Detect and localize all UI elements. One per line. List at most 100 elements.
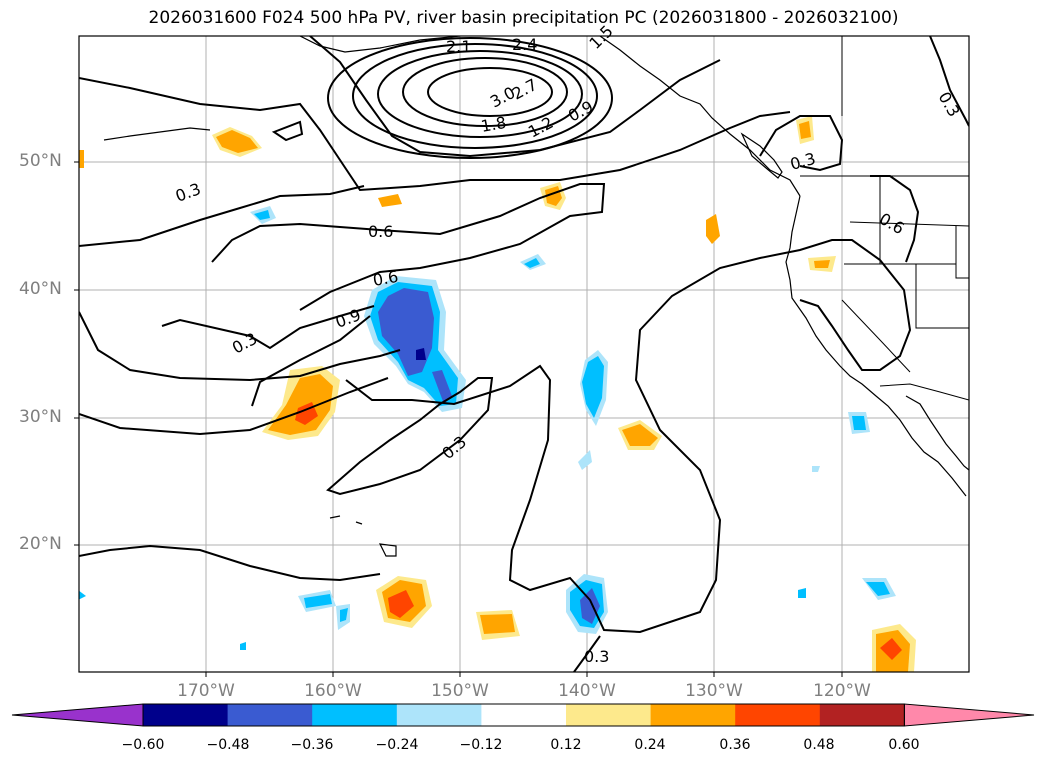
precip-blob: [706, 214, 720, 244]
pv-contour: [345, 239, 912, 634]
precip-blob: [880, 638, 902, 660]
vancouver-island: [740, 132, 783, 179]
aleutian-islands: [103, 127, 211, 141]
pv-contour: [161, 305, 375, 350]
gridlines: [79, 36, 969, 672]
precip-blob: [340, 608, 348, 622]
precip-blob: [254, 210, 270, 220]
pv-contour: [326, 377, 494, 496]
precip-blob: [480, 614, 515, 634]
colorbar-segment: [396, 704, 482, 726]
contour-label: 0.9: [333, 305, 363, 332]
us-mexico-border: [879, 383, 969, 401]
pv-contour: [79, 77, 791, 192]
colorbar-segment: [312, 704, 398, 726]
contour-label: 0.3: [584, 647, 609, 666]
colorbar-extend-low: [11, 703, 144, 727]
precip-blob: [580, 588, 600, 624]
contour-label: 2.1: [446, 37, 471, 56]
precip-blob: [304, 594, 332, 608]
alaska-coast: [299, 36, 461, 53]
colorbar-tick-label: −0.36: [290, 737, 334, 753]
contour-label: 0.6: [371, 267, 399, 290]
precip-blob: [578, 450, 592, 470]
colorbar-tick-label: −0.60: [121, 737, 165, 753]
lon-label: 170°W: [177, 681, 235, 701]
precip-blob: [866, 582, 890, 596]
colorbar-tick-label: −0.48: [206, 737, 250, 753]
lat-label: 50°N: [19, 151, 62, 171]
pv-contour: [79, 377, 389, 436]
axis-ticks: [74, 161, 843, 677]
colorbar-tick-label: 0.48: [803, 737, 835, 753]
precip-blob: [799, 121, 811, 139]
bc-coast: [785, 195, 967, 497]
precip-positive-shading: [79, 116, 916, 672]
pv-contour: [79, 185, 365, 247]
precip-blob: [378, 194, 402, 207]
pv-contour: [377, 50, 583, 138]
colorbar-frame: [142, 703, 905, 727]
lat-label: 30°N: [19, 407, 62, 427]
state-border: [849, 221, 969, 227]
colorbar-tick-label: −0.12: [459, 737, 503, 753]
precip-blob: [622, 424, 658, 446]
pv-contour: [759, 115, 844, 172]
pv-contour: [870, 175, 920, 263]
lat-label: 20°N: [19, 534, 62, 554]
pv-contour: [251, 315, 371, 407]
political-borders: [800, 36, 969, 401]
state-border: [915, 264, 969, 329]
precip-blob: [798, 588, 806, 598]
colorbar-tick-label: −0.24: [375, 737, 419, 753]
pv-contour: [211, 183, 606, 311]
baja-coast: [905, 395, 969, 471]
precip-blob: [812, 466, 820, 472]
precip-blob: [524, 258, 540, 268]
precip-blob: [814, 260, 830, 268]
contour-label: 0.9: [565, 97, 596, 126]
pv-contour: [402, 57, 568, 127]
pv-contour: [309, 36, 721, 158]
contour-label: 0.3: [438, 432, 470, 463]
colorbar-segment: [143, 704, 229, 726]
pv-contour: [79, 544, 381, 582]
contour-label: 0.6: [368, 222, 393, 241]
lon-label: 120°W: [813, 681, 871, 701]
contour-label: 0.3: [173, 179, 203, 206]
precip-blob: [388, 590, 414, 618]
colorbar-tick-label: 0.36: [719, 737, 751, 753]
lat-label: 40°N: [19, 279, 62, 299]
precip-blob: [79, 150, 84, 168]
colorbar-tick-label: 0.12: [550, 737, 582, 753]
pv-contour: [79, 311, 401, 382]
state-border: [841, 299, 911, 373]
hawaii-islands: [329, 515, 397, 557]
precip-negative-shading: [79, 206, 896, 650]
colorbar: [11, 703, 1035, 727]
lon-label: 160°W: [304, 681, 362, 701]
colorbar-segment: [481, 704, 567, 726]
pv-contour: [427, 67, 553, 117]
map-title: 2026031600 F024 500 hPa PV, river basin …: [148, 8, 899, 28]
precip-blob: [378, 288, 434, 376]
precip-blob: [432, 370, 452, 404]
contour-label: 0.3: [935, 89, 964, 121]
contour-label: 0.3: [788, 149, 818, 174]
precip-blob: [216, 130, 258, 153]
precip-blob: [852, 416, 866, 430]
precip-blob: [79, 590, 86, 600]
contour-label: 1.8: [479, 113, 507, 136]
pv-contour: [352, 43, 598, 149]
precip-blob: [582, 356, 604, 418]
pv-contour: [929, 36, 969, 127]
colorbar-segment: [566, 704, 652, 726]
colorbar-segment: [819, 704, 905, 726]
lon-label: 130°W: [685, 681, 743, 701]
colorbar-segment: [650, 704, 736, 726]
precip-blob: [240, 642, 246, 650]
state-border: [955, 226, 969, 279]
precip-blob: [416, 348, 426, 360]
lon-label: 150°W: [431, 681, 489, 701]
